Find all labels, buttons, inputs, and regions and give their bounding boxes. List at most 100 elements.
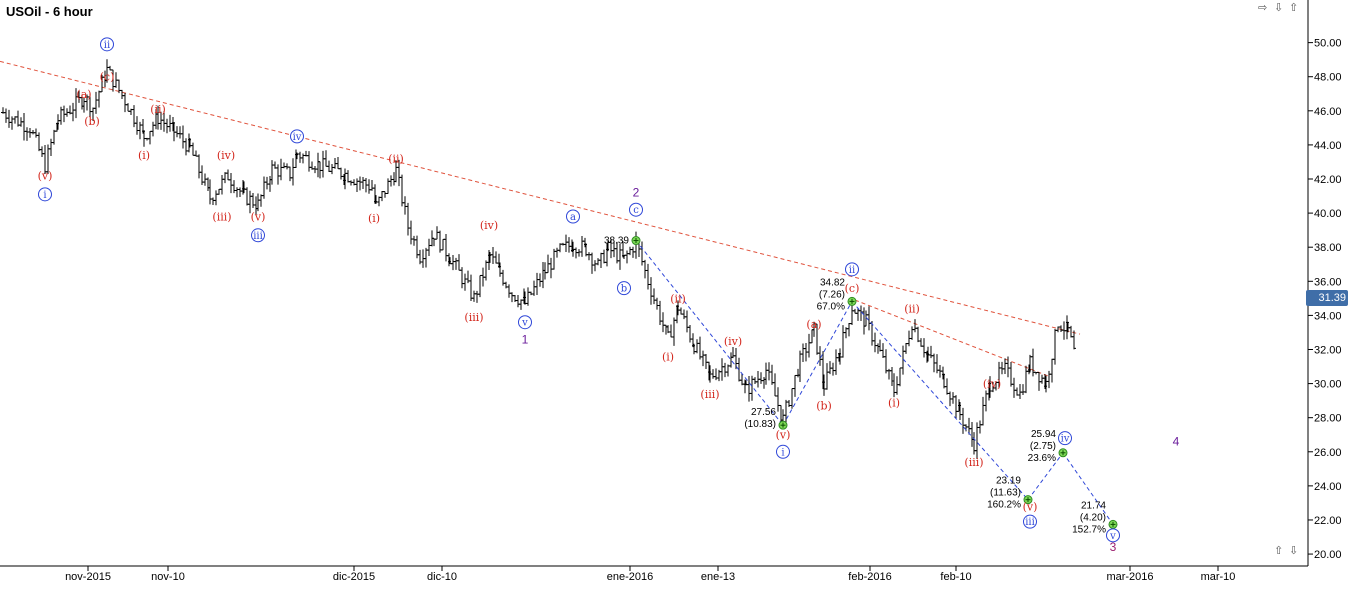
trendlines — [0, 60, 1081, 378]
wave-label: (v) — [1023, 500, 1038, 513]
y-tick-label: 20.00 — [1314, 549, 1342, 561]
wave-label: 4 — [1173, 435, 1180, 449]
wave-label: (iv) — [217, 149, 235, 162]
anchor-label: 25.94 — [1031, 429, 1056, 440]
last-price-tag: 31.39 — [1306, 290, 1348, 306]
y-axis: 20.00 22.00 24.00 26.00 28.00 30.00 32.00 34.00… — [1307, 0, 1342, 566]
y-tick-label: 28.00 — [1314, 413, 1342, 425]
wave-label: (c) — [100, 71, 115, 84]
scroll-down-icon[interactable]: ⇩ — [1274, 1, 1284, 14]
wave-label-circle — [629, 202, 643, 217]
wave-label: (ii) — [150, 103, 166, 116]
anchor-label: (2.75) — [1030, 441, 1056, 452]
wave-label: (iii) — [964, 456, 983, 469]
wave-label: (iii) — [212, 211, 231, 224]
wave-label: (v) — [38, 170, 53, 183]
x-tick-label: feb-10 — [940, 571, 971, 583]
wave-label: v — [521, 318, 528, 329]
x-tick-label: dic-10 — [427, 571, 457, 583]
chart-title: USOil - 6 hour — [6, 4, 93, 19]
wave-label-circle — [100, 37, 114, 52]
wave-label: (ii) — [904, 303, 920, 316]
y-tick-label: 46.00 — [1314, 106, 1342, 118]
anchor-label: 21.74 — [1081, 500, 1106, 511]
projection-segment — [1062, 452, 1114, 525]
wave-label: v — [1109, 531, 1116, 542]
anchor-label: (11.63) — [990, 488, 1021, 499]
projection-segment — [635, 240, 784, 426]
y-tick-label: 34.00 — [1314, 310, 1342, 322]
wave-label-circle — [776, 444, 790, 459]
wave-label: (v) — [251, 211, 266, 224]
anchor-label: (4.20) — [1080, 512, 1106, 523]
zoom-in-icon[interactable]: ⇧ — [1274, 544, 1284, 557]
wave-label: 2 — [633, 186, 640, 200]
wave-label-circle — [617, 281, 631, 296]
plot-area — [0, 0, 1307, 566]
anchor-label: 38.39 — [604, 236, 629, 247]
wave-label: c — [633, 205, 639, 216]
wave-label: (c) — [845, 282, 860, 295]
wave-label-circle — [38, 187, 52, 202]
wave-label: 3 — [1110, 540, 1117, 554]
anchor-label: 152.7% — [1072, 524, 1106, 535]
wave-label: b — [621, 284, 627, 295]
y-tick-label: 32.00 — [1314, 344, 1342, 356]
x-tick-label: mar-2016 — [1106, 571, 1153, 583]
wave-label-circle — [1023, 514, 1037, 529]
wave-label: (v) — [776, 429, 791, 442]
wave-label: iv — [1061, 434, 1070, 445]
anchor-label: 27.56 — [751, 407, 776, 418]
projection-segment — [1027, 452, 1064, 500]
wave-label: a — [570, 212, 576, 223]
wave-label: (i) — [888, 396, 900, 409]
zoom-out-icon[interactable]: ⇩ — [1289, 544, 1299, 557]
y-tick-label: 38.00 — [1314, 242, 1342, 254]
y-tick-label: 36.00 — [1314, 276, 1342, 288]
anchor-label: (10.83) — [744, 419, 776, 430]
y-tick-label: 40.00 — [1314, 208, 1342, 220]
wave-label-circle — [290, 129, 304, 144]
x-tick-label: feb-2016 — [848, 571, 891, 583]
wave-label: (i) — [368, 212, 380, 225]
wave-label-circle — [518, 315, 532, 330]
scroll-up-icon[interactable]: ⇧ — [1289, 1, 1299, 14]
x-tick-label: dic-2015 — [333, 571, 375, 583]
anchor-label: 23.19 — [996, 476, 1021, 487]
wave-label: (iv) — [983, 378, 1001, 391]
x-axis: nov-2015 nov-10 dic-2015 dic-10 ene-2016 ene-… — [0, 565, 1308, 583]
x-tick-label: ene-2016 — [607, 571, 654, 583]
wave-label: (iv) — [480, 219, 498, 232]
anchor-label: 67.0% — [817, 301, 845, 312]
y-tick-label: 24.00 — [1314, 481, 1342, 493]
wave-label: ii — [104, 40, 110, 51]
wave-label-circle — [1058, 431, 1072, 446]
wave-label: iii — [1025, 517, 1035, 528]
x-tick-label: nov-10 — [151, 571, 185, 583]
trendline — [0, 60, 1081, 335]
anchor-label: 34.82 — [820, 277, 845, 288]
wave-label-circle — [251, 228, 265, 243]
wave-label: iii — [253, 231, 263, 242]
anchor-label: (7.26) — [819, 289, 845, 300]
scroll-right-icon[interactable]: ⇨ — [1258, 1, 1268, 14]
wave-label: ii — [849, 265, 855, 276]
y-tick-label: 48.00 — [1314, 72, 1342, 84]
anchor-label: 160.2% — [987, 500, 1021, 511]
x-tick-label: nov-2015 — [65, 571, 111, 583]
anchor-labels: 38.39 27.56(10.83) 34.82(7.26)67.0% 23.19(1… — [604, 236, 1106, 536]
y-tick-label: 44.00 — [1314, 140, 1342, 152]
wave-label: i — [781, 447, 784, 458]
wave-label: (b) — [84, 115, 100, 128]
anchor-label: 23.6% — [1028, 453, 1056, 464]
wave-label: i — [43, 190, 46, 201]
wave-label: (iii) — [700, 388, 719, 401]
y-tick-label: 30.00 — [1314, 379, 1342, 391]
wave-labels: ii(c)(a)(b)(ii)(i)(v)i(iv)(iii) (v)iiiiv(… — [38, 37, 1180, 554]
wave-label-circle — [566, 209, 580, 224]
x-tick-label: ene-13 — [701, 571, 735, 583]
wave-label: (iii) — [464, 311, 483, 324]
x-tick-label: mar-10 — [1201, 571, 1236, 583]
wave-label: (a) — [806, 318, 821, 331]
